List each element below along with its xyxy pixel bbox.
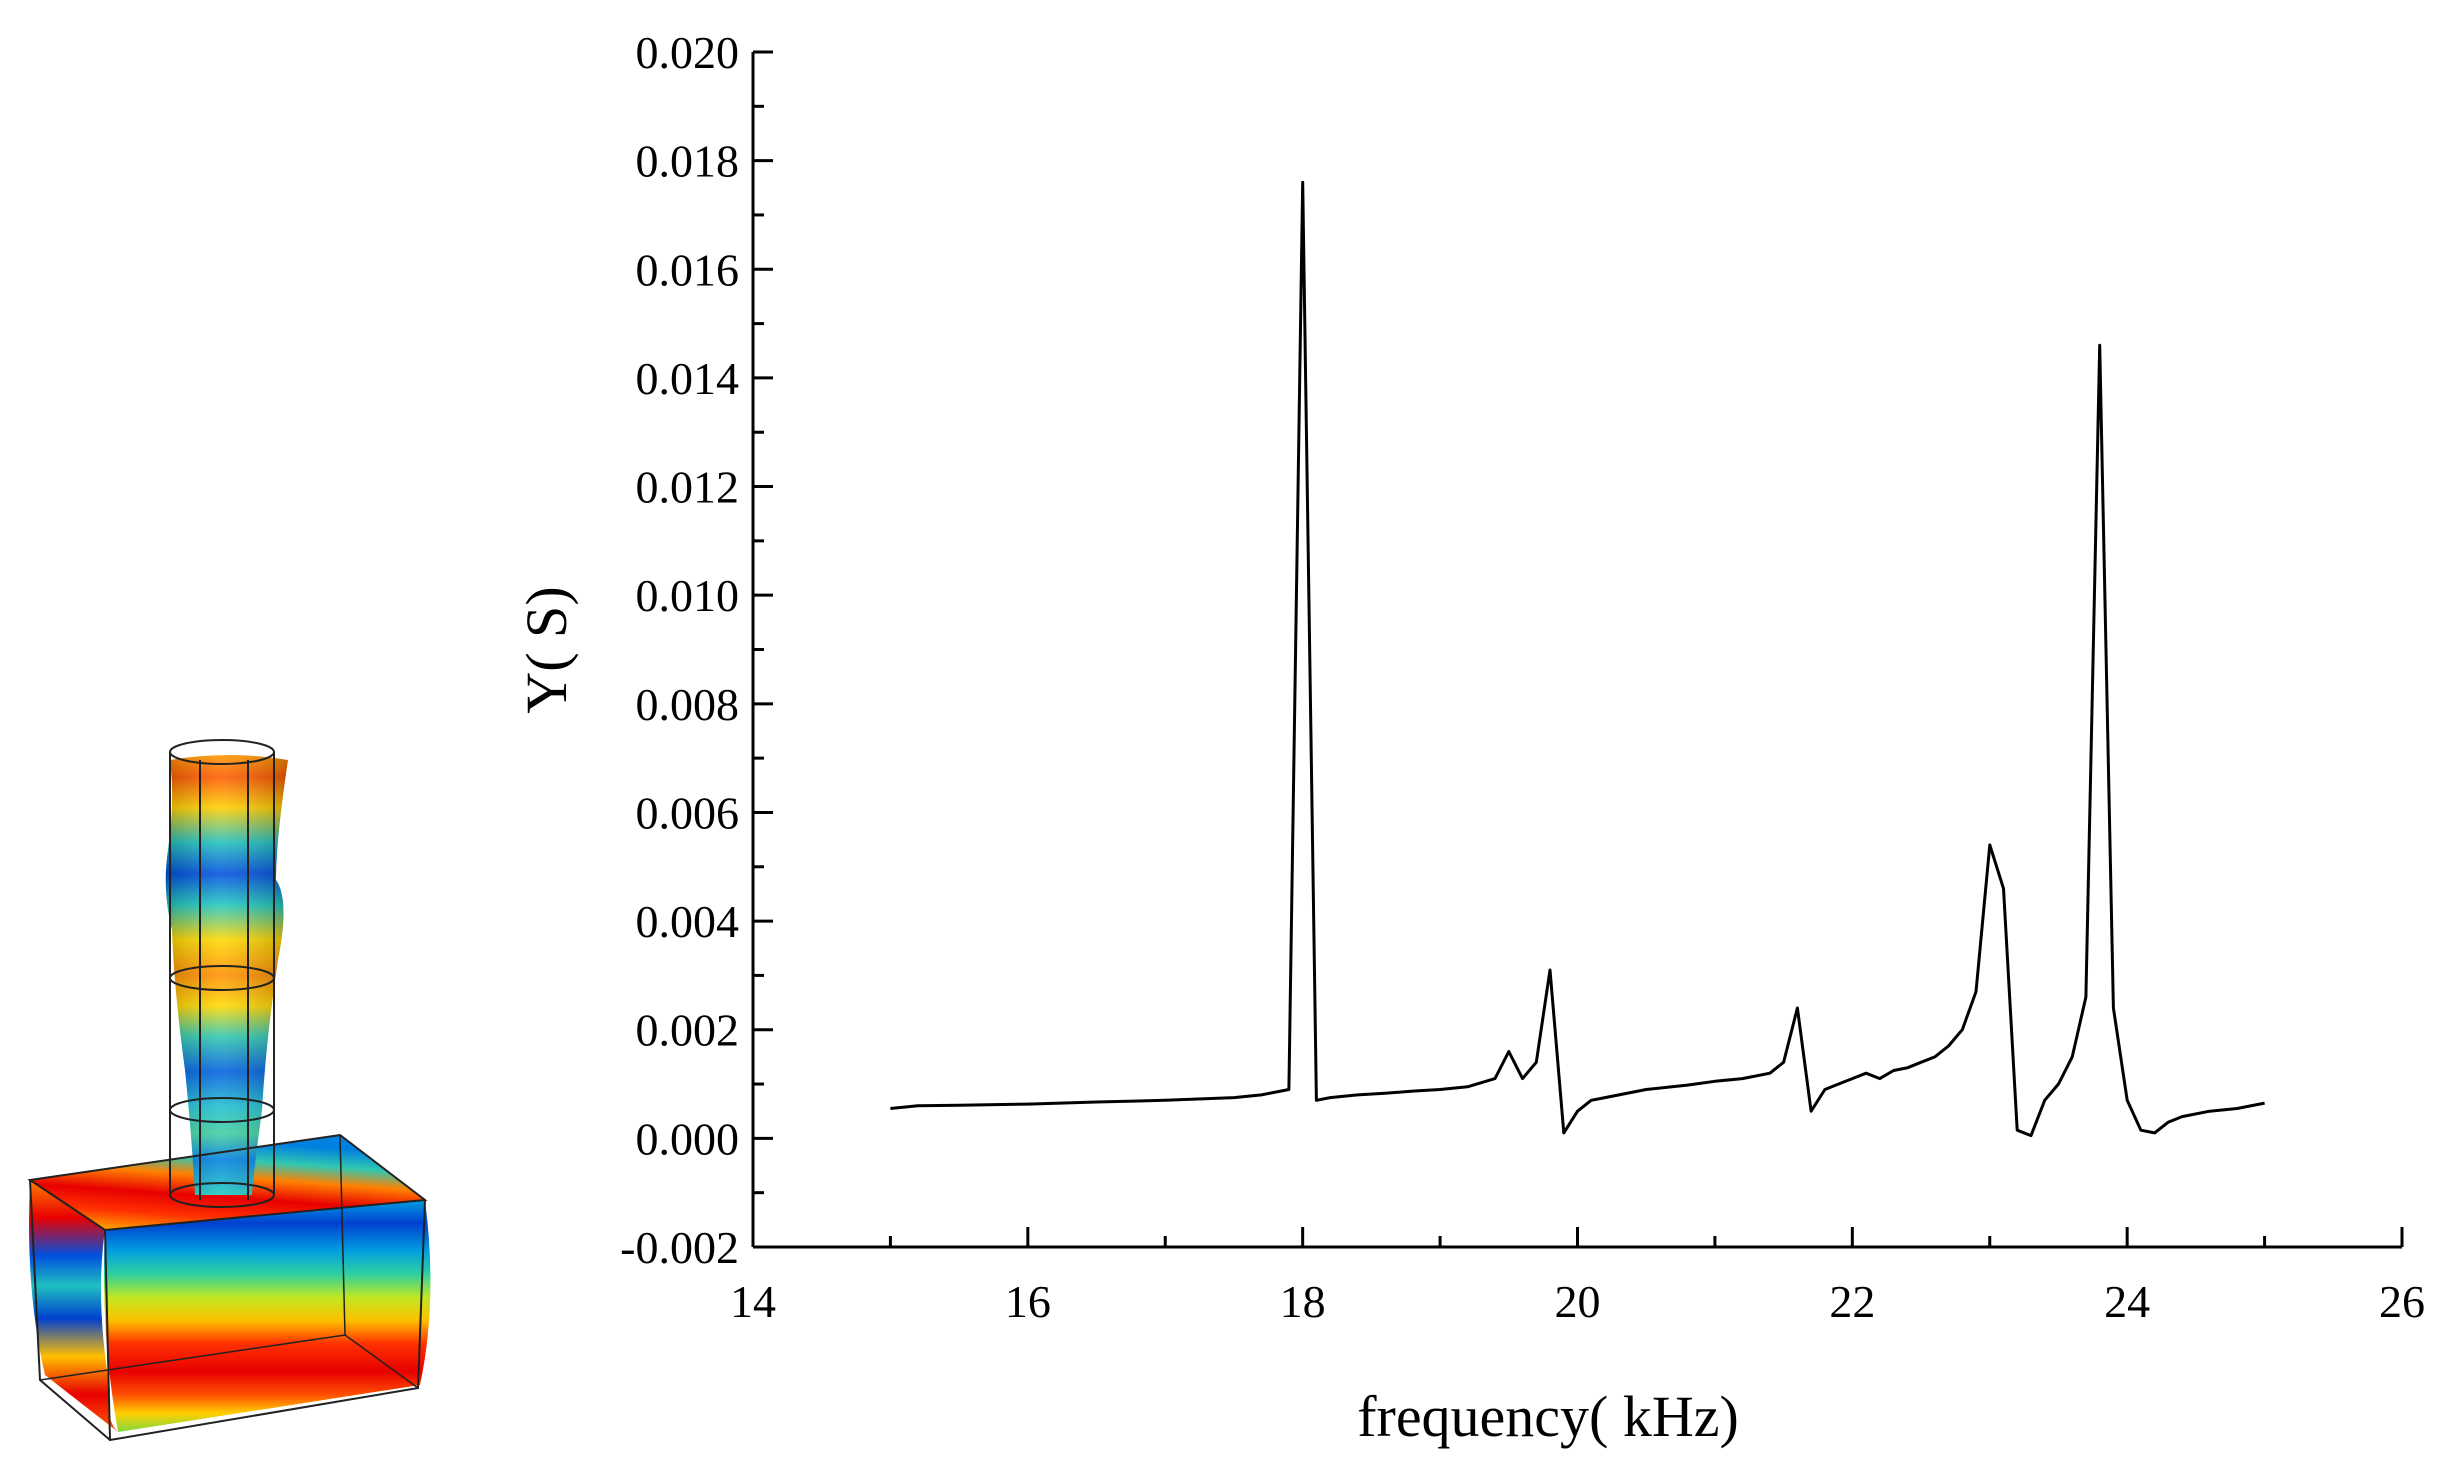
block-front-face xyxy=(103,1200,431,1432)
x-tick-label: 24 xyxy=(2104,1276,2150,1327)
y-tick-label: 0.008 xyxy=(636,679,740,730)
y-tick-label: 0.012 xyxy=(636,462,740,513)
x-tick-label: 22 xyxy=(1829,1276,1875,1327)
y-tick-label: 0.014 xyxy=(636,353,740,404)
x-axis-title: frequency( kHz) xyxy=(1357,1384,1739,1449)
x-tick-label: 16 xyxy=(1005,1276,1051,1327)
x-tick-label: 26 xyxy=(2379,1276,2425,1327)
y-tick-label: 0.004 xyxy=(636,896,740,947)
y-tick-label: 0.002 xyxy=(636,1005,740,1056)
mode-shape-3d-icon xyxy=(27,739,431,1442)
rod-shade xyxy=(165,755,288,1195)
y-tick-label: 0.016 xyxy=(636,244,740,295)
y-ticks: -0.002 0.000 0.002 0.004 0.006 0.008 0.010 0.01… xyxy=(620,27,773,1273)
y-tick-label: 0.018 xyxy=(636,136,740,187)
block-left-face xyxy=(29,1180,118,1432)
y-tick-label: -0.002 xyxy=(620,1222,739,1273)
y-tick-label: 0.020 xyxy=(636,27,740,78)
y-axis-title: Y( S) xyxy=(514,586,579,713)
x-tick-label: 14 xyxy=(730,1276,776,1327)
x-ticks: 14 16 18 20 22 24 26 xyxy=(730,1227,2425,1327)
x-tick-label: 20 xyxy=(1555,1276,1601,1327)
y-tick-label: 0.006 xyxy=(636,787,740,838)
y-tick-label: 0.010 xyxy=(636,570,740,621)
series-line xyxy=(890,180,2265,1138)
plot-axes xyxy=(751,52,2402,1249)
x-tick-label: 18 xyxy=(1280,1276,1326,1327)
y-tick-label: 0.000 xyxy=(636,1113,740,1164)
wireframe xyxy=(27,739,428,1442)
